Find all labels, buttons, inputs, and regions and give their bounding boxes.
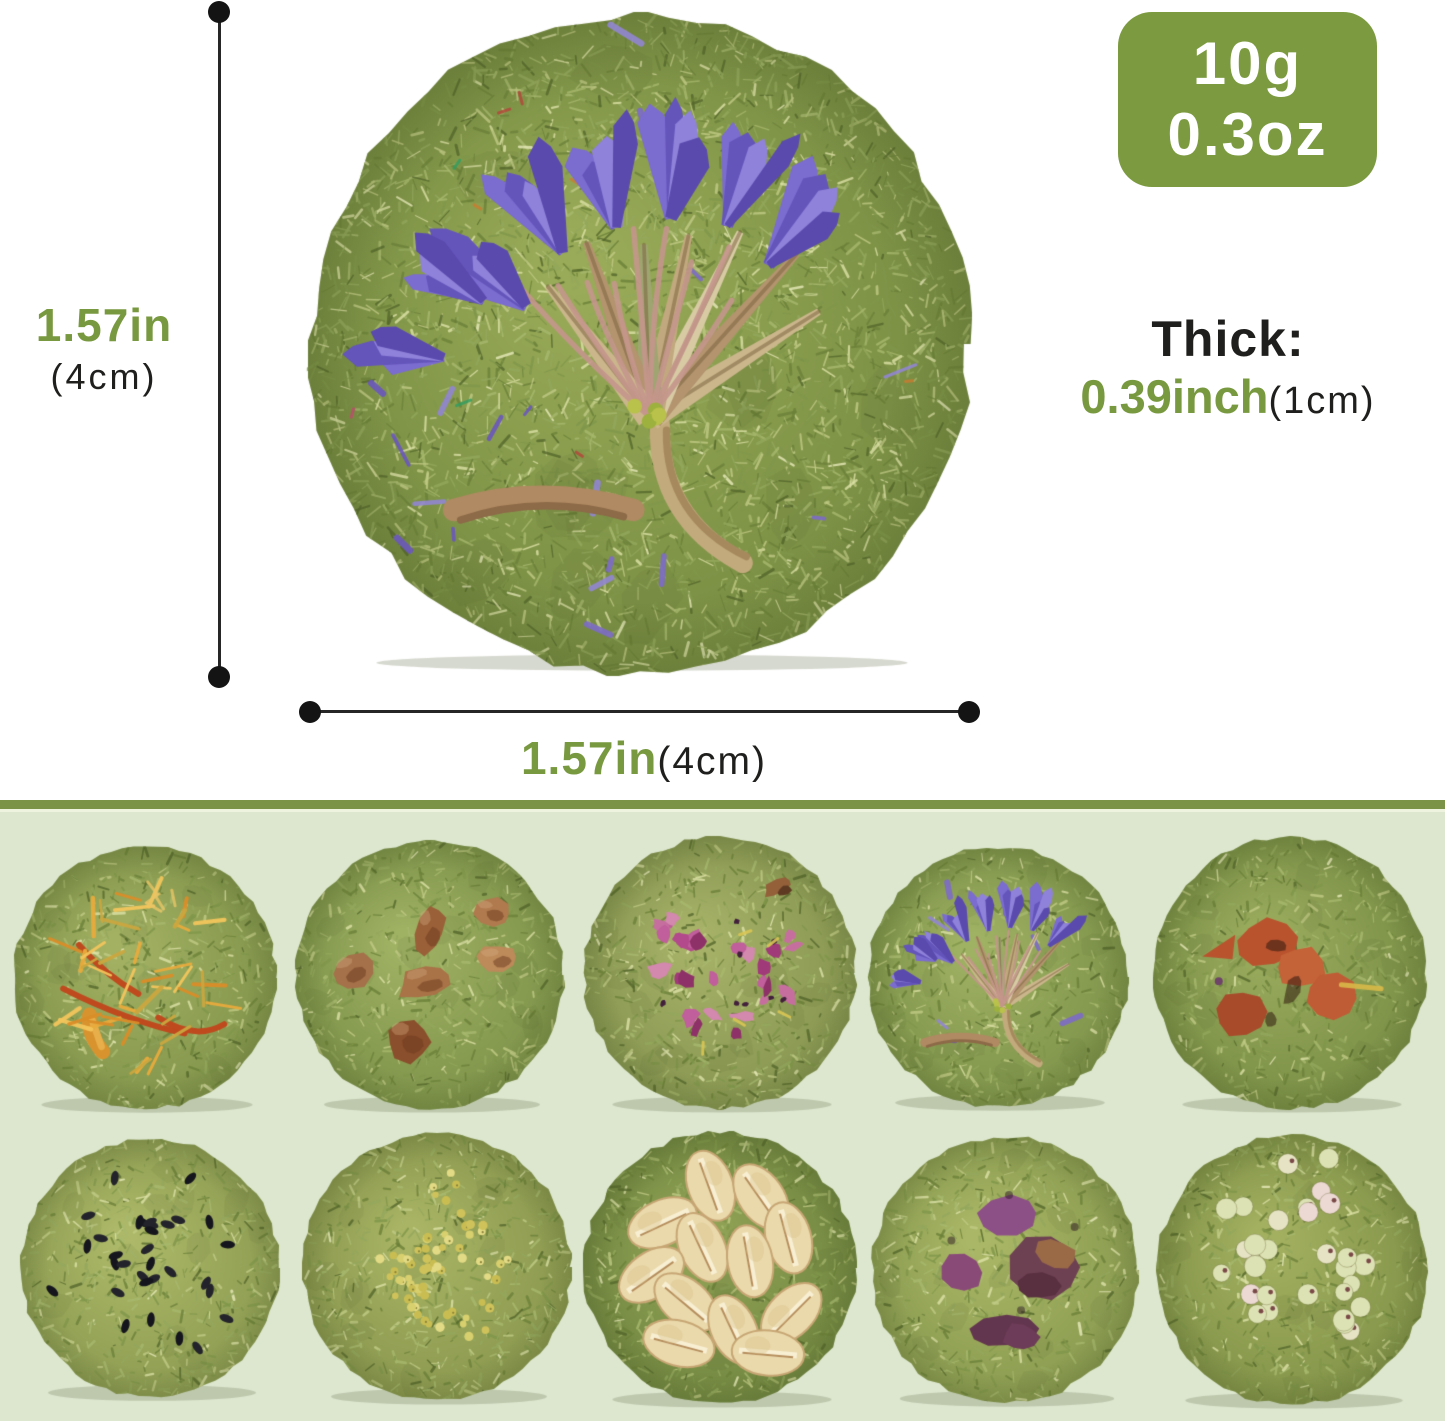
height-dimension-label: 1.57in (4cm) [4, 298, 204, 398]
height-dimension-line [218, 12, 221, 677]
width-unit: (4cm) [657, 740, 768, 783]
thickness-title: Thick: [1151, 311, 1305, 367]
width-dimension-line [310, 710, 969, 713]
dimension-endpoint-dot [299, 701, 321, 723]
weight-grams: 10g [1192, 30, 1303, 98]
height-unit: (4cm) [50, 356, 158, 397]
dimension-endpoint-dot [208, 666, 230, 688]
width-dimension-label: 1.57in(4cm) [394, 731, 894, 785]
dimension-endpoint-dot [208, 1, 230, 23]
width-value: 1.57in [520, 732, 658, 784]
dimension-endpoint-dot [958, 701, 980, 723]
thickness-unit: (1cm) [1268, 380, 1376, 422]
height-value: 1.57in [35, 299, 173, 351]
weight-ounces: 0.3oz [1167, 100, 1328, 168]
weight-badge: 10g 0.3oz [1118, 12, 1377, 187]
thickness-label: Thick: 0.39inch(1cm) [1028, 310, 1428, 424]
thickness-value: 0.39inch [1080, 370, 1269, 423]
